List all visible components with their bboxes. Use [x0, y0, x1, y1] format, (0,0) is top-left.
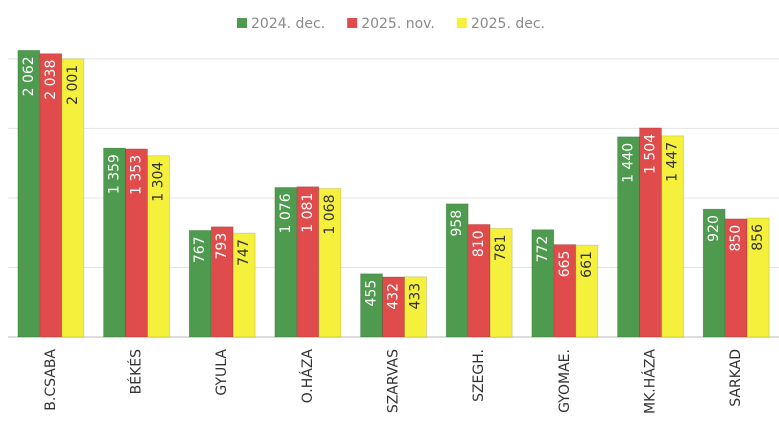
value-label: 1 076 [278, 193, 294, 233]
bar [147, 155, 170, 338]
value-label: 1 440 [621, 143, 637, 183]
bar [404, 276, 427, 338]
x-tick-label: GYULA [214, 349, 230, 396]
x-tick-label: SZARVAS [386, 349, 402, 413]
value-label: 781 [493, 234, 509, 261]
value-label: 1 353 [129, 155, 145, 195]
value-label: 958 [449, 210, 465, 237]
value-label: 747 [236, 239, 252, 266]
bar [61, 58, 85, 338]
bar [575, 244, 599, 338]
value-label: 1 359 [107, 154, 123, 194]
value-label: 665 [557, 251, 573, 278]
value-label: 920 [706, 215, 722, 242]
value-label: 2 001 [65, 65, 81, 105]
legend-swatch [347, 18, 358, 28]
value-label: 793 [214, 233, 230, 260]
value-label: 767 [192, 236, 208, 263]
x-tick-label: B.CSABA [43, 349, 59, 411]
value-label: 856 [750, 224, 766, 251]
bar [489, 227, 513, 338]
value-label: 1 068 [322, 194, 338, 234]
legend-swatch [456, 18, 467, 28]
value-label: 1 447 [665, 142, 681, 182]
x-tick-label: SARKAD [728, 349, 744, 407]
bar [318, 187, 342, 338]
legend-swatch [237, 18, 247, 28]
value-label: 1 504 [643, 134, 659, 174]
value-label: 850 [728, 225, 744, 252]
value-label: 433 [408, 283, 424, 310]
value-label: 432 [386, 283, 402, 310]
value-label: 2 062 [21, 56, 37, 96]
x-tick-label: SZEGH. [471, 349, 487, 402]
bar [746, 217, 770, 338]
value-label: 1 081 [300, 193, 316, 233]
bar [661, 135, 684, 338]
x-tick-label: MK.HÁZA [642, 349, 659, 414]
x-tick-label: BÉKÉS [128, 349, 145, 394]
legend-label: 2025. nov. [361, 16, 435, 32]
value-label: 1 304 [151, 162, 167, 202]
value-label: 661 [579, 251, 595, 278]
value-label: 2 038 [43, 60, 59, 100]
legend-label: 2024. dec. [251, 16, 325, 32]
value-label: 772 [535, 236, 551, 263]
legend-label: 2025. dec. [471, 16, 545, 32]
x-tick-label: GYOMAE. [557, 349, 573, 413]
bar [232, 232, 256, 338]
value-label: 455 [364, 280, 380, 307]
x-tick-label: O.HÁZA [299, 349, 316, 404]
value-label: 810 [471, 230, 487, 257]
